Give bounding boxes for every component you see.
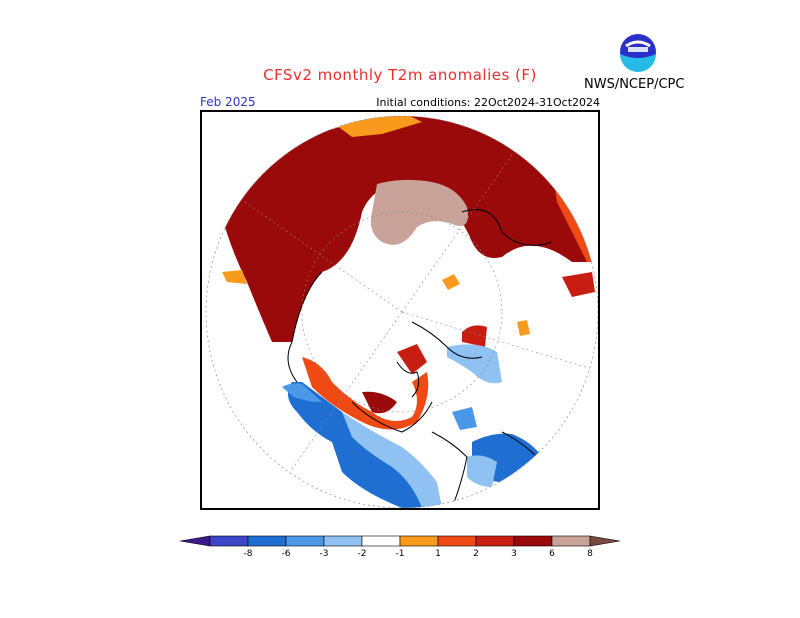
- map-frame: [200, 110, 600, 510]
- colorbar-swatch: [285, 535, 325, 547]
- initial-conditions: Initial conditions: 22Oct2024-31Oct2024: [376, 96, 600, 109]
- anomaly-region-siberia-peak: [370, 179, 468, 245]
- colorbar-min-arrow: [179, 535, 211, 547]
- colorbar-swatch: [209, 535, 249, 547]
- colorbar-swatch: [247, 535, 287, 547]
- anomaly-region-eurasia: [222, 116, 598, 342]
- colorbar-swatch: [361, 535, 401, 547]
- colorbar-swatch: [513, 535, 553, 547]
- org-label: NWS/NCEP/CPC: [584, 77, 685, 92]
- colorbar-tick-label: 6: [549, 549, 555, 559]
- colorbar-tick-label: -6: [282, 549, 291, 559]
- colorbar: -8 -6 -3 -2 -1 1 2 3 6 8: [179, 535, 621, 559]
- colorbar-tick-label: -1: [396, 549, 405, 559]
- colorbar-swatch: [323, 535, 363, 547]
- colorbar-swatch: [551, 535, 591, 547]
- map-title: CFSv2 monthly T2m anomalies (F): [263, 66, 537, 84]
- forecast-month: Feb 2025: [200, 95, 256, 109]
- noaa-logo: [620, 34, 656, 72]
- colorbar-tick-label: -3: [320, 549, 329, 559]
- colorbar-tick-label: -8: [244, 549, 253, 559]
- colorbar-swatch: [437, 535, 477, 547]
- colorbar-tick-label: 2: [473, 549, 479, 559]
- colorbar-swatch: [399, 535, 439, 547]
- colorbar-swatch: [475, 535, 515, 547]
- colorbar-tick-label: 8: [587, 549, 593, 559]
- colorbar-tick-label: 3: [511, 549, 517, 559]
- colorbar-tick-label: -2: [358, 549, 367, 559]
- polar-map: [205, 115, 598, 508]
- colorbar-max-arrow: [589, 535, 621, 547]
- colorbar-tick-label: 1: [435, 549, 441, 559]
